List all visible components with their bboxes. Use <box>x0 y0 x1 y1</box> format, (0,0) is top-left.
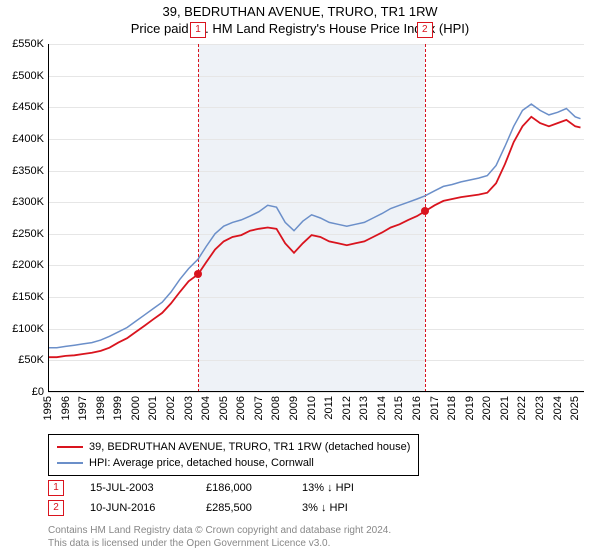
sale-point <box>421 207 429 215</box>
y-tick-label: £50K <box>18 354 44 366</box>
sale-date: 10-JUN-2016 <box>90 502 180 514</box>
x-tick-label: 2008 <box>270 396 282 420</box>
x-tick-label: 2025 <box>569 396 581 420</box>
sale-marker-box: 2 <box>417 22 433 38</box>
title-block: 39, BEDRUTHAN AVENUE, TRURO, TR1 1RW Pri… <box>0 0 600 36</box>
y-axis-labels: £0£50K£100K£150K£200K£250K£300K£350K£400… <box>2 44 44 392</box>
x-tick-label: 2020 <box>481 396 493 420</box>
y-tick-label: £200K <box>12 259 44 271</box>
x-tick-label: 2014 <box>376 396 388 420</box>
x-tick-label: 2005 <box>218 396 230 420</box>
x-tick-label: 2000 <box>130 396 142 420</box>
x-tick-label: 2004 <box>200 396 212 420</box>
y-tick-label: £550K <box>12 38 44 50</box>
x-tick-label: 1998 <box>95 396 107 420</box>
sale-point <box>194 270 202 278</box>
legend-row: HPI: Average price, detached house, Corn… <box>57 455 410 471</box>
sale-marker-box: 1 <box>190 22 206 38</box>
x-axis-labels: 1995199619971998199920002001200220032004… <box>48 396 584 432</box>
legend: 39, BEDRUTHAN AVENUE, TRURO, TR1 1RW (de… <box>48 434 419 476</box>
y-tick-label: £100K <box>12 323 44 335</box>
x-tick-label: 1997 <box>77 396 89 420</box>
x-tick-label: 2022 <box>516 396 528 420</box>
x-tick-label: 2015 <box>393 396 405 420</box>
footer-line1: Contains HM Land Registry data © Crown c… <box>48 524 391 537</box>
sale-date: 15-JUL-2003 <box>90 482 180 494</box>
sale-row-marker: 1 <box>48 480 64 496</box>
x-tick-label: 2019 <box>464 396 476 420</box>
x-tick-label: 1999 <box>112 396 124 420</box>
x-tick-label: 1995 <box>42 396 54 420</box>
x-tick-label: 2016 <box>411 396 423 420</box>
footer: Contains HM Land Registry data © Crown c… <box>48 524 391 550</box>
title-main: 39, BEDRUTHAN AVENUE, TRURO, TR1 1RW <box>0 4 600 19</box>
sales-table: 1 15-JUL-2003 £186,000 13% ↓ HPI 2 10-JUN-201… <box>48 478 392 518</box>
x-tick-label: 2017 <box>429 396 441 420</box>
x-tick-label: 2010 <box>306 396 318 420</box>
sale-price: £285,500 <box>206 502 276 514</box>
sale-delta: 13% ↓ HPI <box>302 482 392 494</box>
x-tick-label: 2013 <box>358 396 370 420</box>
y-tick-label: £500K <box>12 70 44 82</box>
x-tick-label: 2018 <box>446 396 458 420</box>
legend-swatch <box>57 446 83 448</box>
x-tick-label: 2001 <box>147 396 159 420</box>
x-tick-label: 2012 <box>341 396 353 420</box>
sale-row: 2 10-JUN-2016 £285,500 3% ↓ HPI <box>48 498 392 518</box>
plot: 12 <box>48 44 584 392</box>
y-tick-label: £400K <box>12 133 44 145</box>
legend-label: HPI: Average price, detached house, Corn… <box>89 457 314 469</box>
x-tick-label: 2007 <box>253 396 265 420</box>
x-tick-label: 1996 <box>60 396 72 420</box>
legend-row: 39, BEDRUTHAN AVENUE, TRURO, TR1 1RW (de… <box>57 439 410 455</box>
chart-area: 12 £0£50K£100K£150K£200K£250K£300K£350K£… <box>48 44 584 392</box>
x-tick-label: 2003 <box>183 396 195 420</box>
y-tick-label: £150K <box>12 291 44 303</box>
sale-row-marker: 2 <box>48 500 64 516</box>
footer-line2: This data is licensed under the Open Gov… <box>48 537 391 550</box>
series-property <box>48 117 581 357</box>
series-lines <box>48 44 584 392</box>
sale-price: £186,000 <box>206 482 276 494</box>
title-sub: Price paid vs. HM Land Registry's House … <box>0 21 600 36</box>
y-tick-label: £250K <box>12 228 44 240</box>
chart-container: 39, BEDRUTHAN AVENUE, TRURO, TR1 1RW Pri… <box>0 0 600 560</box>
y-tick-label: £300K <box>12 196 44 208</box>
sale-row: 1 15-JUL-2003 £186,000 13% ↓ HPI <box>48 478 392 498</box>
legend-label: 39, BEDRUTHAN AVENUE, TRURO, TR1 1RW (de… <box>89 441 410 453</box>
sale-delta: 3% ↓ HPI <box>302 502 392 514</box>
x-tick-label: 2002 <box>165 396 177 420</box>
y-tick-label: £450K <box>12 101 44 113</box>
gridline-h <box>48 392 584 393</box>
y-tick-label: £350K <box>12 165 44 177</box>
x-tick-label: 2023 <box>534 396 546 420</box>
x-tick-label: 2021 <box>499 396 511 420</box>
series-hpi <box>48 104 581 348</box>
x-tick-label: 2011 <box>323 396 335 420</box>
legend-swatch <box>57 462 83 464</box>
x-tick-label: 2024 <box>552 396 564 420</box>
x-tick-label: 2009 <box>288 396 300 420</box>
x-tick-label: 2006 <box>235 396 247 420</box>
